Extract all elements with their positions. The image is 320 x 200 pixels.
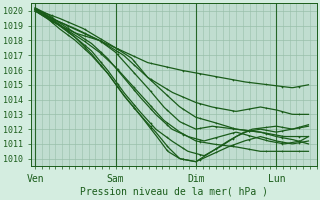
X-axis label: Pression niveau de la mer( hPa ): Pression niveau de la mer( hPa ) xyxy=(80,187,268,197)
